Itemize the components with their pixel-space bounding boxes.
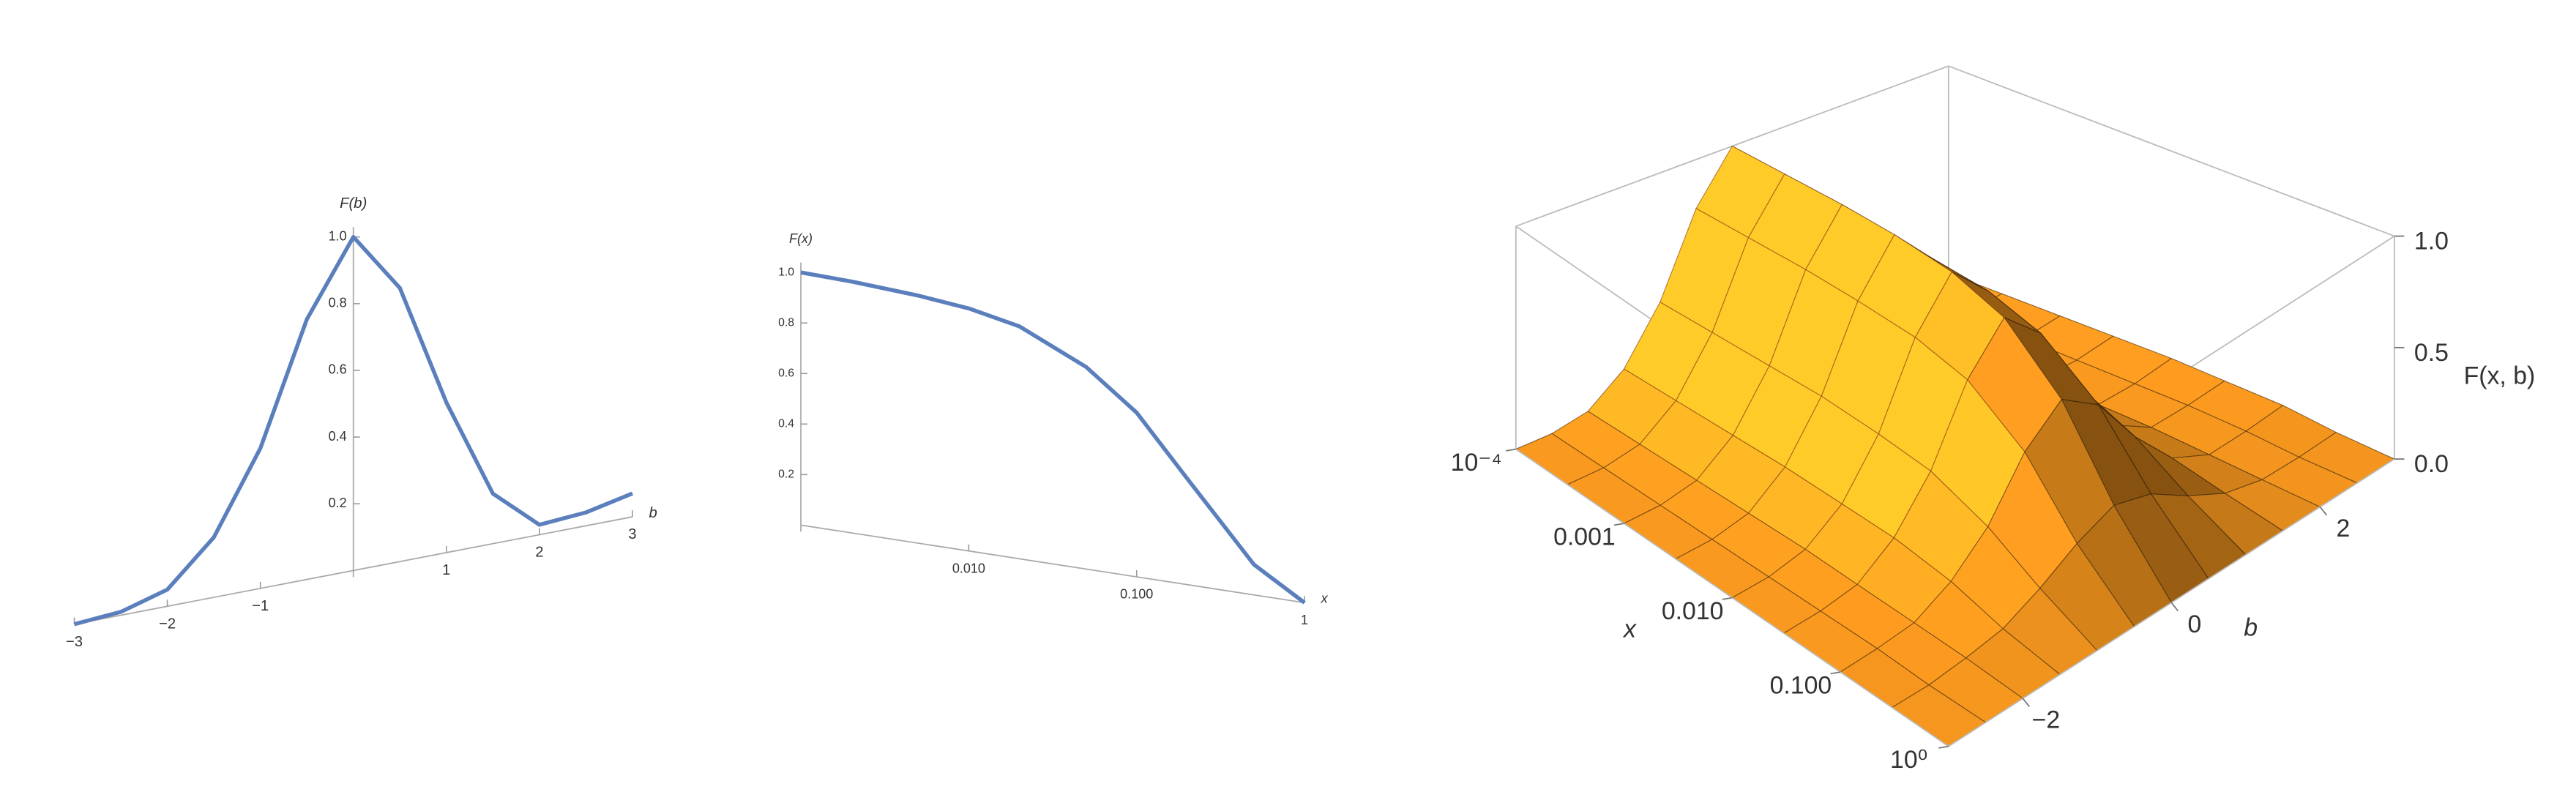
x-tick-label: 1 [1301, 613, 1308, 627]
x-tick-label: 10⁻⁴ [1451, 449, 1502, 477]
b-tick [2319, 506, 2328, 516]
y-tick-label: 0.6 [778, 367, 794, 379]
y-tick-label: 0.4 [329, 429, 347, 444]
curve [73, 235, 633, 627]
y-tick-label: 0.8 [778, 316, 794, 329]
x-tick-label: 0.010 [1662, 597, 1724, 625]
y-tick-label: 1.0 [778, 266, 794, 278]
y-tick-label: 0.6 [329, 362, 347, 377]
y-tick-label: 0.2 [329, 496, 347, 510]
curve [800, 270, 1306, 605]
x-tick-label: −3 [66, 634, 83, 650]
b-axis-label: b [2244, 613, 2258, 641]
x-tick [1613, 523, 1624, 526]
x-tick-label: 10⁰ [1890, 746, 1927, 774]
x-axis-label: b [649, 505, 657, 521]
x-axis-label: x [1321, 591, 1329, 606]
y-axis-label: F(x) [789, 231, 813, 246]
b-tick-label: 2 [2337, 515, 2351, 542]
x-tick-label: 0.100 [1120, 587, 1153, 602]
x-tick [1938, 745, 1949, 749]
x-tick-label: 0.010 [952, 561, 985, 575]
box-edge [1948, 65, 2395, 237]
x-tick-label: 1 [442, 562, 450, 578]
b-tick [2022, 698, 2031, 708]
z-tick-label: 1.0 [2414, 228, 2449, 255]
x-tick-label: 3 [628, 526, 636, 542]
y-tick-label: 0.4 [778, 417, 794, 430]
x-tick-label: −2 [159, 616, 176, 632]
y-tick-label: 0.8 [329, 296, 347, 310]
b-tick [2170, 602, 2179, 612]
z-tick-label: 0.0 [2414, 450, 2449, 478]
x-axis [800, 524, 1305, 604]
x-tick-label: 2 [535, 545, 543, 561]
x-axis-label: x [1622, 616, 1637, 643]
x-tick-label: −1 [252, 598, 269, 614]
y-tick-label: 1.0 [329, 228, 347, 243]
y-tick-label: 0.2 [778, 468, 794, 480]
z-axis-label: F(x, b) [2464, 362, 2536, 389]
x-tick-label: 0.001 [1553, 523, 1616, 550]
b-tick-label: 0 [2188, 610, 2202, 638]
y-axis-label: F(b) [340, 195, 367, 212]
b-tick-label: −2 [2032, 706, 2061, 734]
x-tick [1722, 597, 1733, 600]
x-tick [1506, 448, 1516, 452]
z-tick-label: 0.5 [2414, 339, 2449, 367]
x-tick-label: 0.100 [1770, 671, 1832, 699]
x-tick [1830, 671, 1841, 675]
